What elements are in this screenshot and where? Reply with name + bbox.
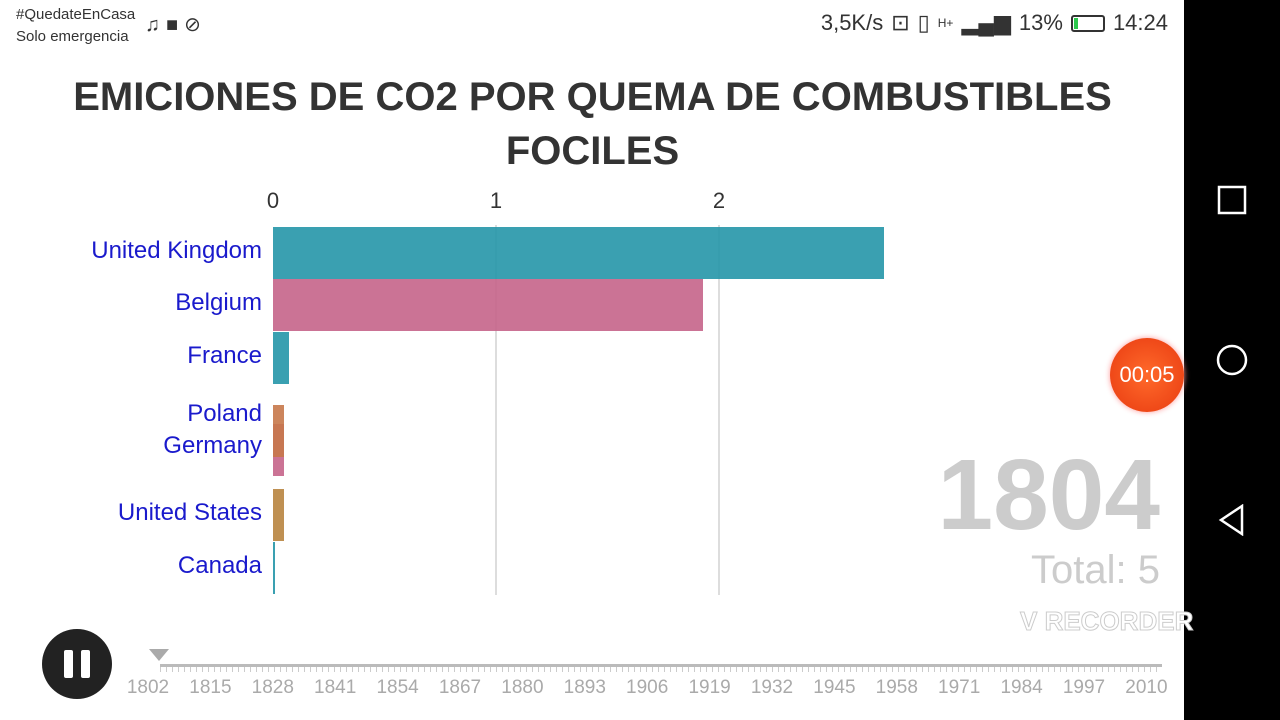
video-icon: ■ [166, 14, 185, 36]
pause-icon [81, 650, 90, 678]
timeline-year-label: 1906 [626, 677, 669, 698]
year-label: 1804 [937, 439, 1160, 551]
timeline-year-label: 1867 [438, 677, 482, 698]
android-nav-bar [1184, 0, 1280, 720]
pause-button[interactable] [42, 629, 112, 699]
emergency-text: Solo emergencia [16, 28, 129, 45]
cast-icon: ⊡ [891, 10, 910, 35]
timeline-year-label: 1945 [813, 677, 856, 698]
category-label: France [187, 342, 262, 369]
bar-france [273, 332, 289, 384]
category-label: United States [117, 499, 262, 526]
x-tick-label: 1 [489, 188, 503, 213]
timeline-year-label: 1971 [938, 677, 981, 698]
timeline-year-label: 1880 [501, 677, 544, 698]
watermark: V RECORDER [1019, 606, 1194, 637]
timeline-year-label: 1828 [251, 677, 294, 698]
battery-percent: 13% [1018, 10, 1063, 35]
bar-canada [273, 542, 275, 594]
bar-poland [273, 405, 285, 457]
signal-bars-icon: ▂▄▆ [961, 10, 1011, 35]
home-icon[interactable] [1216, 344, 1248, 376]
timeline-year-label: 1997 [1062, 677, 1106, 698]
chart-title: EMICIONES DE CO2 POR QUEMA DE COMBUSTIBL… [73, 75, 1112, 173]
no-disturb-icon: ⊘ [184, 14, 207, 36]
timeline-slider[interactable] [160, 664, 1162, 672]
vibrate-icon: ▯ [917, 10, 930, 35]
recording-timer[interactable]: 00:05 [1110, 338, 1184, 412]
bar-united-states [273, 489, 285, 541]
hashtag-text: #QuedateEnCasa [16, 6, 136, 23]
timeline-year-label: 1958 [875, 677, 918, 698]
category-label: Canada [177, 552, 262, 579]
category-label: United Kingdom [91, 237, 262, 264]
timeline-year-label: 1815 [189, 677, 232, 698]
timeline-year-label: 1919 [688, 677, 731, 698]
timeline-year-label: 1802 [126, 677, 170, 698]
gridline [718, 225, 720, 595]
status-right: 3,5K/s ⊡ ▯ H+ ▂▄▆ 13% 14:24 [821, 10, 1168, 36]
signal-icon: H+ [937, 16, 954, 30]
timeline-thumb[interactable] [149, 649, 169, 661]
timeline-year-label: 1841 [314, 677, 357, 698]
timeline-year-label: 1854 [376, 677, 419, 698]
total-label: Total: 5 [1031, 548, 1160, 592]
category-label: Poland [187, 400, 262, 427]
notification-icons: ♫■⊘ [145, 12, 207, 37]
battery-icon [1070, 14, 1105, 32]
bar-belgium [273, 279, 704, 331]
x-tick-label: 0 [266, 188, 280, 213]
timeline-year-label: 1893 [563, 677, 606, 698]
gridline [495, 225, 497, 595]
recents-icon[interactable] [1216, 184, 1248, 216]
category-label: Germany [163, 432, 262, 459]
bar-united-kingdom [273, 227, 885, 279]
status-notification-text: #QuedateEnCasa Solo emergencia [16, 4, 135, 48]
timeline-year-label: 1932 [750, 677, 794, 698]
clock: 14:24 [1112, 10, 1168, 35]
timeline-year-label: 2010 [1125, 677, 1168, 698]
timeline-year-label: 1984 [1000, 677, 1043, 698]
pause-icon [64, 650, 73, 678]
network-speed: 3,5K/s [820, 10, 884, 35]
back-icon[interactable] [1216, 504, 1248, 536]
category-label: Belgium [175, 289, 262, 316]
music-icon: ♫ [145, 14, 166, 36]
x-tick-label: 2 [712, 188, 726, 213]
